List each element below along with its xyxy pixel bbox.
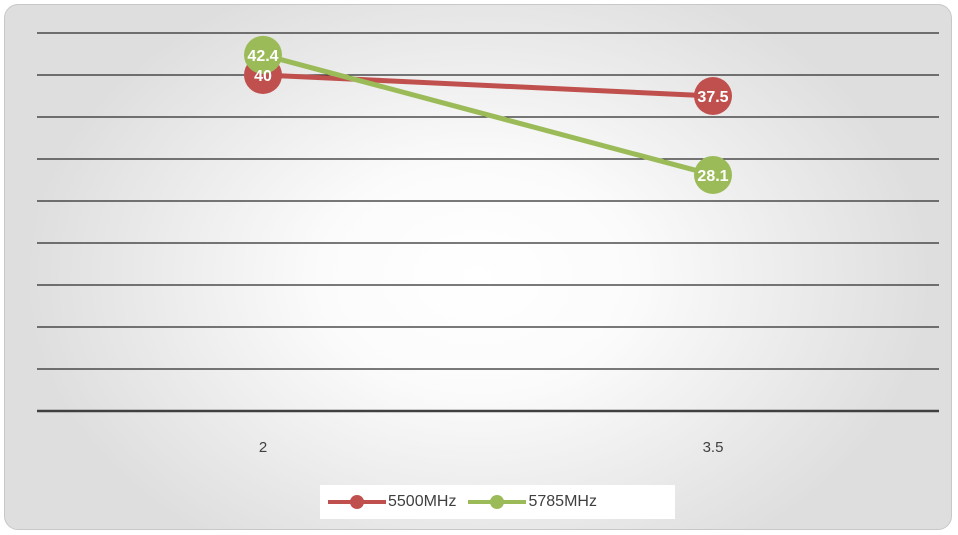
series-5785MHz bbox=[244, 35, 732, 194]
data-point bbox=[694, 77, 732, 115]
legend-swatch bbox=[468, 495, 527, 509]
legend-label: 5500MHz bbox=[388, 493, 457, 510]
gridlines bbox=[37, 32, 939, 413]
legend-item: 5785MHz bbox=[468, 493, 597, 511]
data-label: 37.5 bbox=[697, 89, 728, 106]
legend-label: 5785MHz bbox=[528, 493, 597, 510]
data-label: 42.4 bbox=[247, 48, 278, 65]
chart-frame: 2 3.5 40 37.5 42.4 28.1 5500MHz 5785MHz bbox=[4, 4, 952, 530]
x-axis-ticks: 2 3.5 bbox=[259, 439, 724, 456]
legend: 5500MHz 5785MHz bbox=[320, 485, 675, 519]
series-5500MHz bbox=[244, 56, 732, 115]
x-tick-label: 3.5 bbox=[703, 439, 724, 456]
series-line bbox=[262, 52, 714, 178]
data-point bbox=[694, 155, 732, 194]
series-lines: 40 37.5 42.4 28.1 bbox=[244, 35, 732, 194]
legend-item: 5500MHz bbox=[328, 493, 456, 511]
legend-swatch bbox=[328, 495, 386, 509]
series-line bbox=[262, 72, 714, 99]
x-tick-label: 2 bbox=[259, 439, 267, 456]
data-label: 28.1 bbox=[697, 168, 728, 185]
data-label: 40 bbox=[254, 68, 272, 85]
data-point bbox=[244, 35, 282, 74]
